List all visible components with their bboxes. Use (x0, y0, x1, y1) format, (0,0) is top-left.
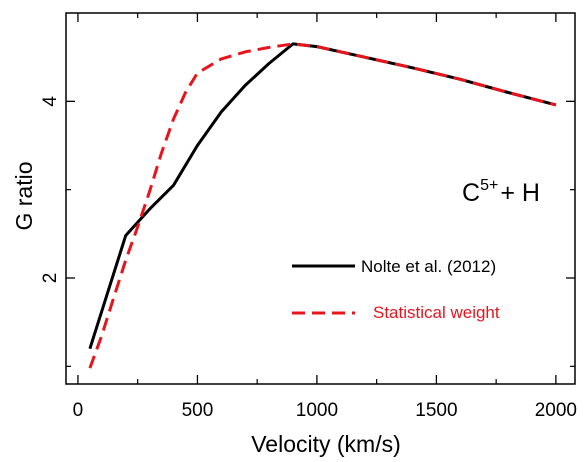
y-axis-tick-labels: 24 (40, 96, 61, 284)
annotation-suffix: + H (500, 179, 540, 207)
annotation-base: C (462, 179, 480, 207)
x-tick-label: 2000 (535, 400, 577, 421)
series-line-statistical-weight (88, 42, 557, 369)
y-tick-label: 2 (40, 273, 61, 284)
annotation-label: C5++ H (462, 177, 540, 207)
x-tick-label: 0 (73, 400, 84, 421)
axis-ticks (66, 13, 575, 384)
x-axis-title: Velocity (km/s) (251, 431, 401, 457)
annotation-superscript: 5+ (480, 177, 498, 194)
y-tick-label: 4 (40, 96, 61, 107)
series-lines (88, 42, 557, 369)
plot-area-border (65, 12, 576, 385)
legend-label-nolte: Nolte et al. (2012) (361, 257, 496, 276)
x-tick-label: 1500 (415, 400, 457, 421)
x-axis-tick-labels: 0 500 1000 1500 2000 (73, 400, 577, 421)
plot-frame (65, 12, 576, 385)
y-axis-title: G ratio (11, 161, 37, 230)
legend-label-statistical-weight: Statistical weight (373, 303, 500, 322)
x-tick-label: 500 (182, 400, 214, 421)
legend: Nolte et al. (2012) Statistical weight (292, 257, 500, 322)
x-tick-label: 1000 (296, 400, 338, 421)
